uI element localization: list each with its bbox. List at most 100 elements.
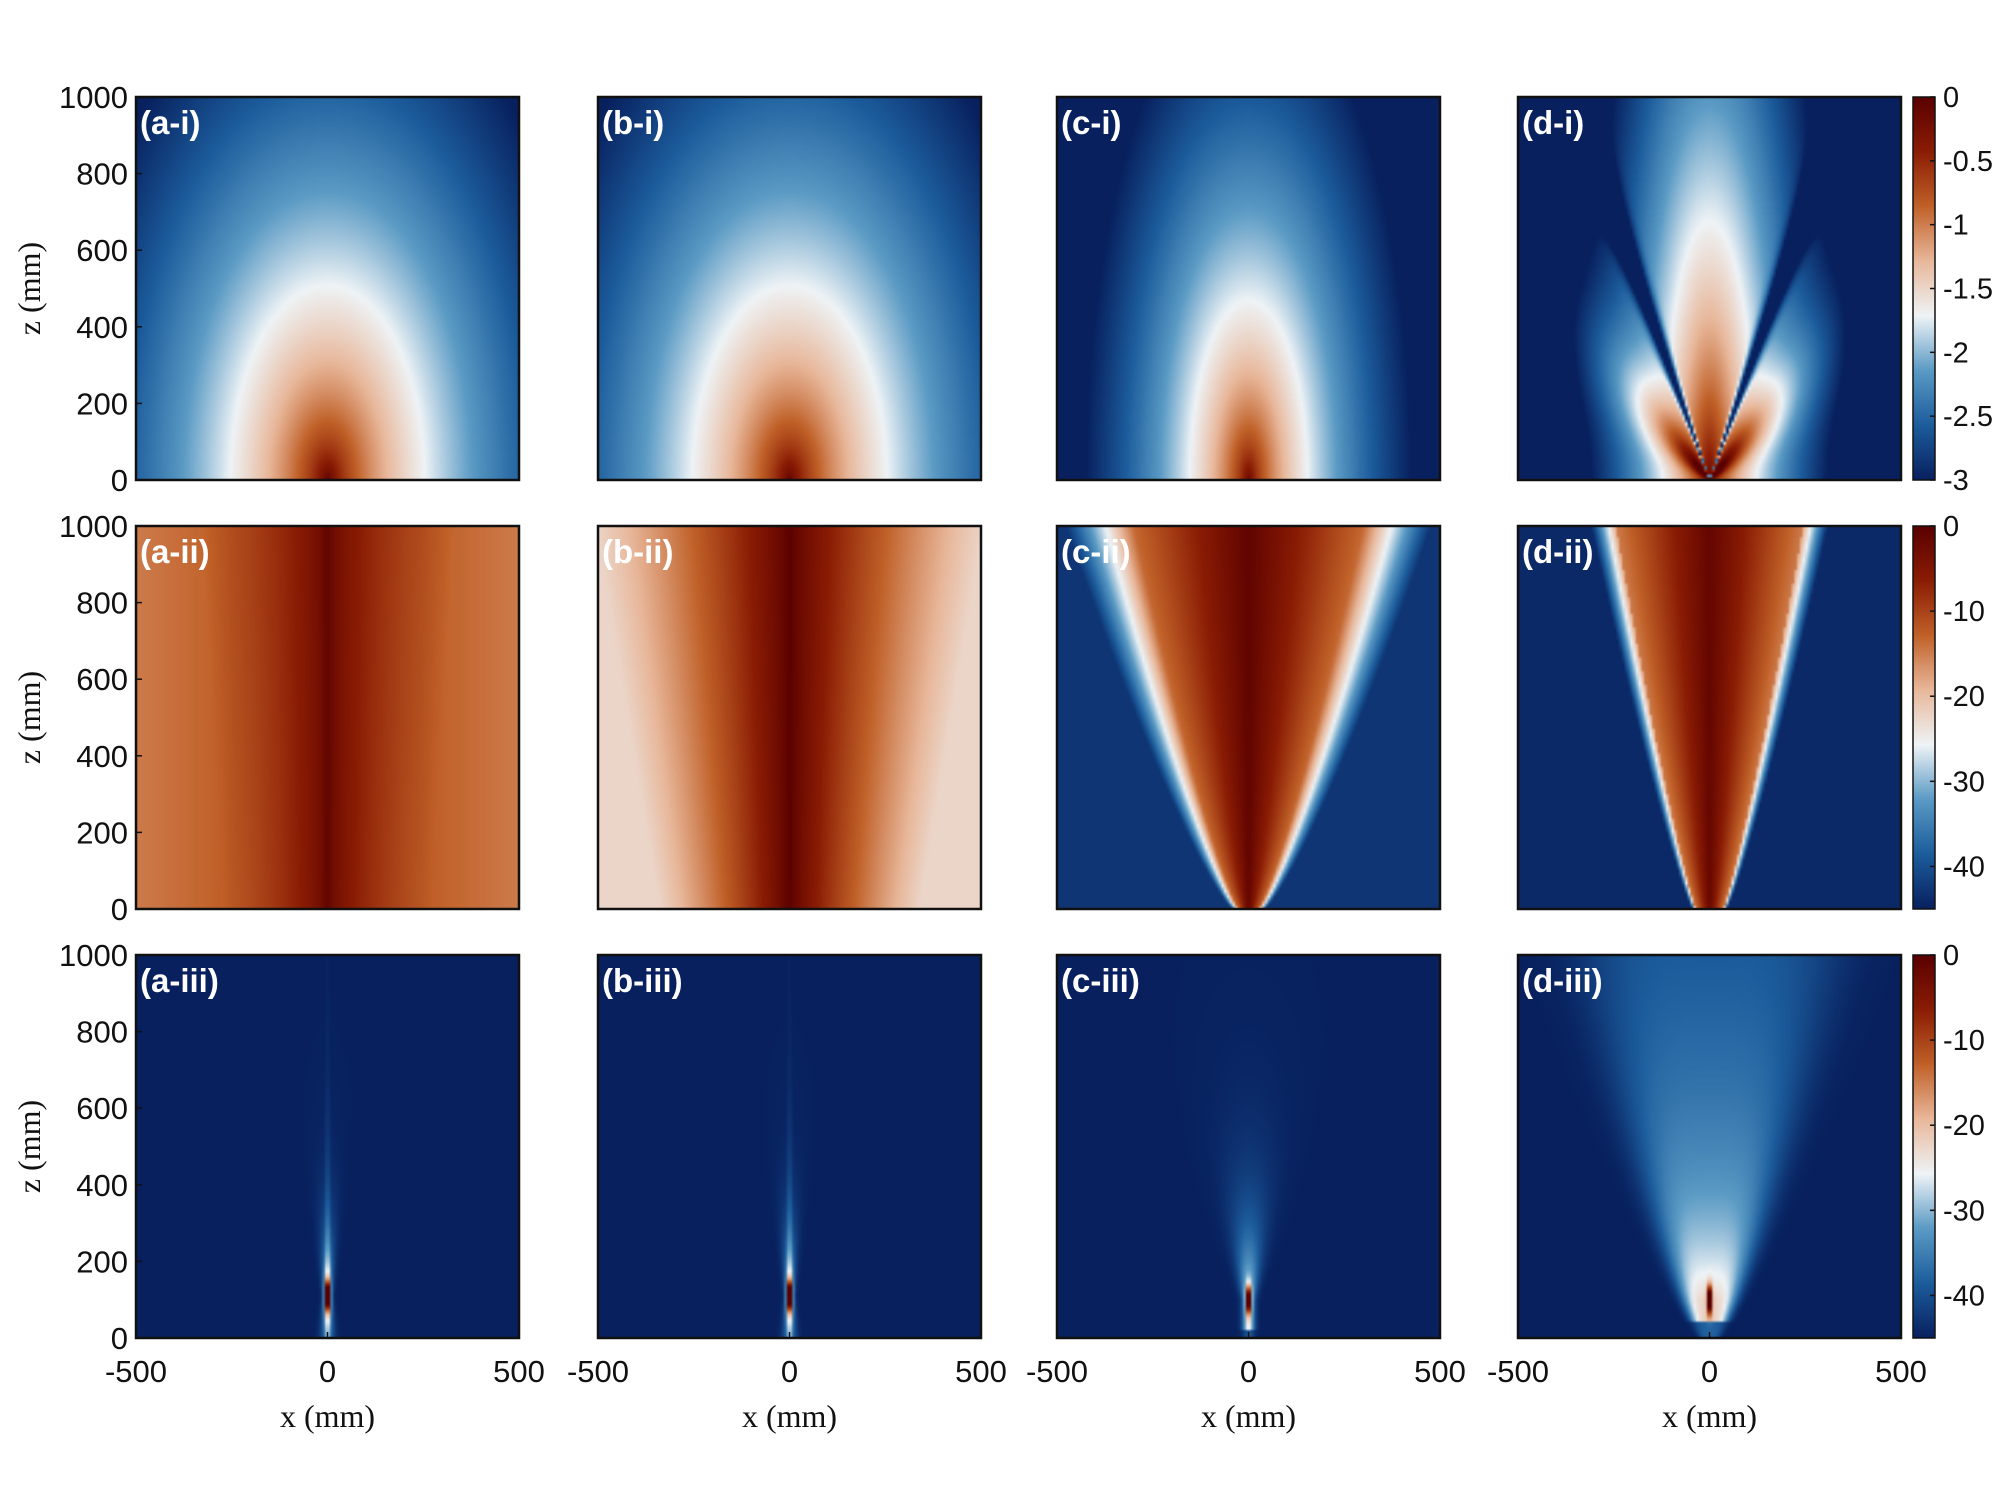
colorbar-tick-label: -2 [1943, 337, 1969, 369]
x-tick-label: 500 [955, 1354, 1007, 1389]
y-tick-label: 0 [111, 892, 128, 927]
y-tick-label: 0 [111, 463, 128, 498]
heatmap-image [598, 526, 981, 909]
y-tick-label: 400 [76, 310, 128, 345]
y-tick-label: 1000 [59, 938, 128, 973]
panel: (d-i) [1516, 95, 1903, 482]
y-tick-label: 200 [76, 1244, 128, 1279]
x-tick-label: 0 [781, 1354, 798, 1389]
panel-frame [1516, 95, 1903, 482]
colorbar-tick-label: 0 [1943, 511, 1959, 543]
heatmap-image [1518, 97, 1901, 480]
colorbar-tick-label: -1 [1943, 210, 1969, 242]
y-tick-label: 400 [76, 1168, 128, 1203]
panel-frame [134, 95, 521, 482]
colorbar-tick-label: -2.5 [1943, 401, 1993, 433]
x-tick-label: 500 [1414, 1354, 1466, 1389]
colorbar-tick-label: -40 [1943, 1280, 1985, 1312]
x-axis-label: x (mm) [280, 1398, 375, 1434]
x-axis-label: x (mm) [742, 1398, 837, 1434]
panel: (c-iii) [1055, 953, 1442, 1340]
y-tick-label: 200 [76, 815, 128, 850]
y-axis-label: z (mm) [11, 242, 47, 335]
panel: (b-iii) [596, 953, 983, 1340]
heatmap-image [598, 955, 981, 1338]
panel-label: (c-ii) [1061, 533, 1131, 570]
colorbar-tick-label: -30 [1943, 1195, 1985, 1227]
colorbar-tick-label: -0.5 [1943, 146, 1993, 178]
colorbar-tick-label: 0 [1943, 940, 1959, 972]
panel-frame [1055, 524, 1442, 911]
panel-grid: (a-i) (b-i) (c-i) (d-i) (a-ii) (b-ii) (c-ii) (d… [134, 95, 1903, 1340]
panel-frame [596, 95, 983, 482]
colorbar-tick-label: -30 [1943, 766, 1985, 798]
colorbar-tick-label: -10 [1943, 596, 1985, 628]
y-axis-label: z (mm) [11, 1100, 47, 1193]
x-tick-label: -500 [567, 1354, 629, 1389]
y-tick-label: 400 [76, 739, 128, 774]
x-tick-label: -500 [105, 1354, 167, 1389]
panel-label: (b-ii) [602, 533, 673, 570]
colorbar-tick-label: -10 [1943, 1025, 1985, 1057]
y-tick-label: 1000 [59, 80, 128, 115]
y-tick-label: 0 [111, 1321, 128, 1356]
colorbar [1912, 525, 1936, 910]
panel: (c-i) [1055, 95, 1442, 482]
panel-label: (c-iii) [1061, 962, 1140, 999]
panel: (a-ii) [134, 524, 521, 911]
x-tick-label: -500 [1026, 1354, 1088, 1389]
colorbars: 0-0.5-1-1.5-2-2.5-30-10-20-30-400-10-20-… [1912, 82, 1993, 1339]
heatmap-image [136, 955, 519, 1338]
y-tick-label: 800 [76, 157, 128, 192]
panel-frame [134, 524, 521, 911]
panel: (b-ii) [596, 524, 983, 911]
heatmap-image [1057, 955, 1440, 1338]
panel-label: (d-ii) [1522, 533, 1593, 570]
axes: 0 200 400 600 800 1000 z (mm) 0 200 400 600 800 1000… [11, 80, 1927, 1434]
heatmap-image [136, 97, 519, 480]
panel-label: (b-i) [602, 104, 664, 141]
heatmap-image [1518, 526, 1901, 909]
heatmap-image [1057, 526, 1440, 909]
colorbar-tick-label: -1.5 [1943, 274, 1993, 306]
panel-frame [596, 524, 983, 911]
heatmap-image [136, 526, 519, 909]
panel: (a-iii) [134, 953, 521, 1340]
panel: (b-i) [596, 95, 983, 482]
y-tick-label: 800 [76, 586, 128, 621]
x-axis-label: x (mm) [1201, 1398, 1296, 1434]
panel: (d-ii) [1516, 524, 1903, 911]
x-tick-label: 500 [493, 1354, 545, 1389]
y-axis-label: z (mm) [11, 671, 47, 764]
panel-frame [1055, 95, 1442, 482]
panel-frame [1516, 524, 1903, 911]
y-tick-label: 600 [76, 662, 128, 697]
x-tick-label: 0 [1701, 1354, 1718, 1389]
colorbar [1912, 954, 1936, 1339]
panel-label: (c-i) [1061, 104, 1122, 141]
x-tick-label: 0 [1240, 1354, 1257, 1389]
y-tick-label: 200 [76, 386, 128, 421]
colorbar-tick-label: -20 [1943, 1110, 1985, 1142]
colorbar-tick-label: -3 [1943, 465, 1969, 497]
y-tick-label: 600 [76, 233, 128, 268]
heatmap-image [1057, 97, 1440, 480]
panel-label: (d-iii) [1522, 962, 1603, 999]
y-tick-label: 1000 [59, 509, 128, 544]
panel: (c-ii) [1055, 524, 1442, 911]
x-tick-label: 500 [1875, 1354, 1927, 1389]
x-axis-label: x (mm) [1662, 1398, 1757, 1434]
panel-label: (b-iii) [602, 962, 683, 999]
y-tick-label: 800 [76, 1015, 128, 1050]
colorbar-tick-label: -40 [1943, 851, 1985, 883]
colorbar-tick-label: 0 [1943, 82, 1959, 114]
panel-label: (a-ii) [140, 533, 210, 570]
x-tick-label: -500 [1487, 1354, 1549, 1389]
y-tick-label: 600 [76, 1091, 128, 1126]
panel: (d-iii) [1516, 953, 1903, 1340]
panel-label: (a-iii) [140, 962, 219, 999]
heatmap-image [1518, 955, 1901, 1338]
panel-label: (d-i) [1522, 104, 1584, 141]
heatmap-image [598, 97, 981, 480]
